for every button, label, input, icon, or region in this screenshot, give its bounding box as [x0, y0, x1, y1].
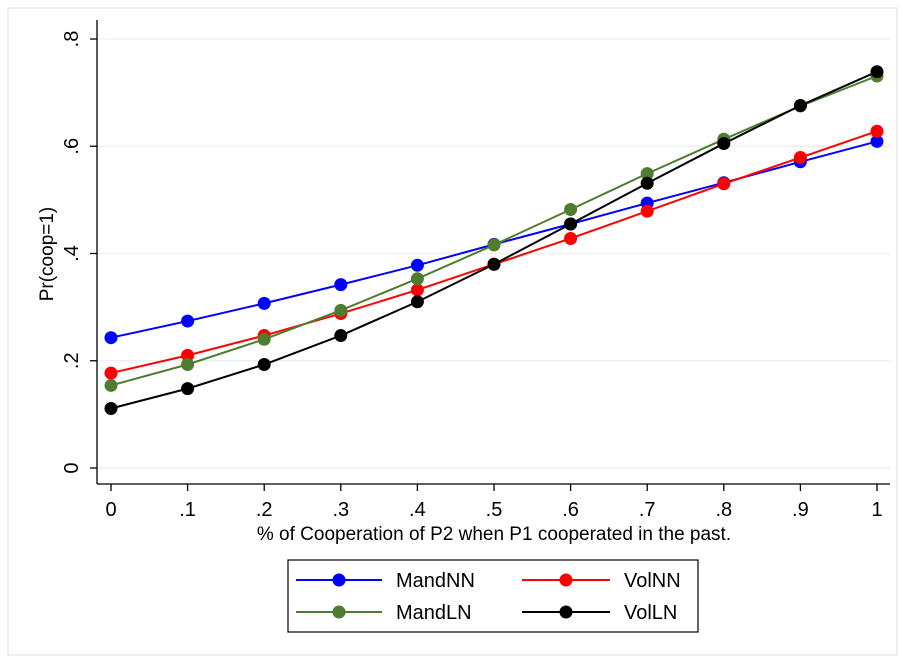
data-point — [181, 314, 195, 328]
data-point — [717, 137, 731, 151]
x-axis-title: % of Cooperation of P2 when P1 cooperate… — [257, 524, 731, 545]
legend-swatch-marker — [559, 605, 573, 619]
x-tick-label: .8 — [715, 499, 732, 521]
data-point — [870, 124, 884, 138]
x-tick-label: .1 — [179, 499, 196, 521]
y-tick-label: .2 — [61, 352, 83, 369]
data-point — [487, 257, 501, 271]
data-point — [104, 378, 118, 392]
grid-lines — [97, 38, 890, 469]
data-point — [564, 231, 578, 245]
data-point — [717, 177, 731, 191]
legend-swatch-marker — [559, 573, 573, 587]
x-tick-label: .5 — [486, 499, 503, 521]
y-tick-label: .8 — [61, 31, 83, 48]
data-point — [410, 295, 424, 309]
x-tick-label: 1 — [871, 499, 882, 521]
data-point — [334, 303, 348, 317]
legend-item-mandln: MandLN — [296, 602, 472, 624]
data-point — [564, 217, 578, 231]
data-point — [793, 151, 807, 165]
y-tick-label: .4 — [61, 245, 83, 262]
data-point — [640, 167, 654, 181]
series-volln — [104, 65, 884, 415]
x-tick-label: .6 — [562, 499, 579, 521]
legend-label: MandLN — [396, 602, 472, 624]
data-point — [181, 348, 195, 362]
y-tick-label: 0 — [61, 462, 83, 473]
legend-item-volnn: VolNN — [522, 570, 681, 592]
legend-box — [287, 559, 699, 633]
data-point — [640, 204, 654, 218]
data-point — [257, 332, 271, 346]
data-point — [181, 382, 195, 396]
data-point — [487, 238, 501, 252]
data-point — [410, 272, 424, 286]
chart-frame — [7, 7, 898, 656]
x-tick-label: .3 — [332, 499, 349, 521]
data-point — [334, 329, 348, 343]
data-point — [640, 176, 654, 190]
x-tick-label: .2 — [256, 499, 273, 521]
data-point — [257, 296, 271, 310]
x-tick-label: .4 — [409, 499, 426, 521]
legend-label: MandNN — [396, 570, 475, 592]
legend-swatch-marker — [332, 573, 346, 587]
legend-item-volln: VolLN — [522, 602, 677, 624]
axes: 0 .2 .4 .6 .8 0 .1 .2 .3 .4 .5 .6 .7 .8 .9 1 — [61, 20, 890, 521]
legend-label: VolNN — [624, 570, 681, 592]
legend: MandNN VolNN MandLN VolLN — [287, 559, 699, 633]
data-point — [104, 366, 118, 380]
data-point — [104, 401, 118, 415]
x-tick-label: 0 — [105, 499, 116, 521]
x-tick-label: .7 — [639, 499, 656, 521]
data-point — [104, 331, 118, 345]
data-point — [410, 258, 424, 272]
legend-swatch-marker — [332, 605, 346, 619]
data-point — [257, 358, 271, 372]
y-tick-label: .6 — [61, 138, 83, 155]
data-point — [410, 283, 424, 297]
data-point — [870, 65, 884, 79]
data-point — [564, 203, 578, 217]
data-point — [793, 98, 807, 112]
series-layer — [104, 65, 884, 415]
data-point — [181, 358, 195, 372]
data-point — [870, 134, 884, 148]
legend-item-mandnn: MandNN — [296, 570, 475, 592]
x-tick-label: .9 — [792, 499, 809, 521]
y-axis-title: Pr(coop=1) — [37, 207, 58, 302]
legend-label: VolLN — [624, 602, 677, 624]
data-point — [334, 278, 348, 292]
